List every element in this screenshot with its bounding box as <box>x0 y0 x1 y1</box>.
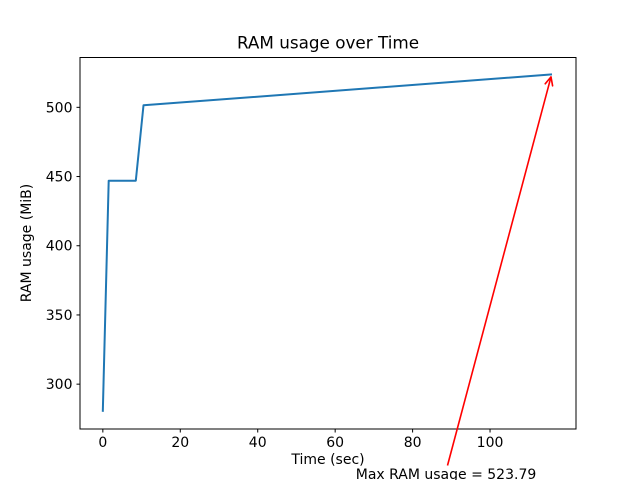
y-axis-label: RAM usage (MiB) <box>19 184 35 302</box>
chart-title: RAM usage over Time <box>237 33 419 53</box>
y-tick-label: 350 <box>46 308 73 324</box>
x-tick-label: 0 <box>98 435 107 451</box>
x-tick-label: 80 <box>404 435 422 451</box>
max-ram-annotation-arrow <box>446 76 554 466</box>
x-axis-ticks: 0 20 40 60 80 100 <box>98 429 503 451</box>
annotation-arrowhead <box>544 76 554 87</box>
x-tick-label: 60 <box>326 435 344 451</box>
annotation-text: Max RAM usage = 523.79 <box>356 467 537 480</box>
plot-area <box>79 57 577 430</box>
ram-usage-line <box>101 73 553 412</box>
x-tick-label: 40 <box>249 435 267 451</box>
x-tick-label: 20 <box>171 435 189 451</box>
x-axis-label: Time (sec) <box>290 452 364 468</box>
y-tick-label: 500 <box>46 100 73 116</box>
annotation-arrow-shaft <box>446 76 552 466</box>
y-axis-ticks: 300 350 400 450 500 <box>46 100 80 393</box>
x-tick-label: 100 <box>477 435 504 451</box>
y-tick-label: 400 <box>46 239 73 255</box>
y-tick-label: 300 <box>46 377 73 393</box>
y-tick-label: 450 <box>46 170 73 186</box>
